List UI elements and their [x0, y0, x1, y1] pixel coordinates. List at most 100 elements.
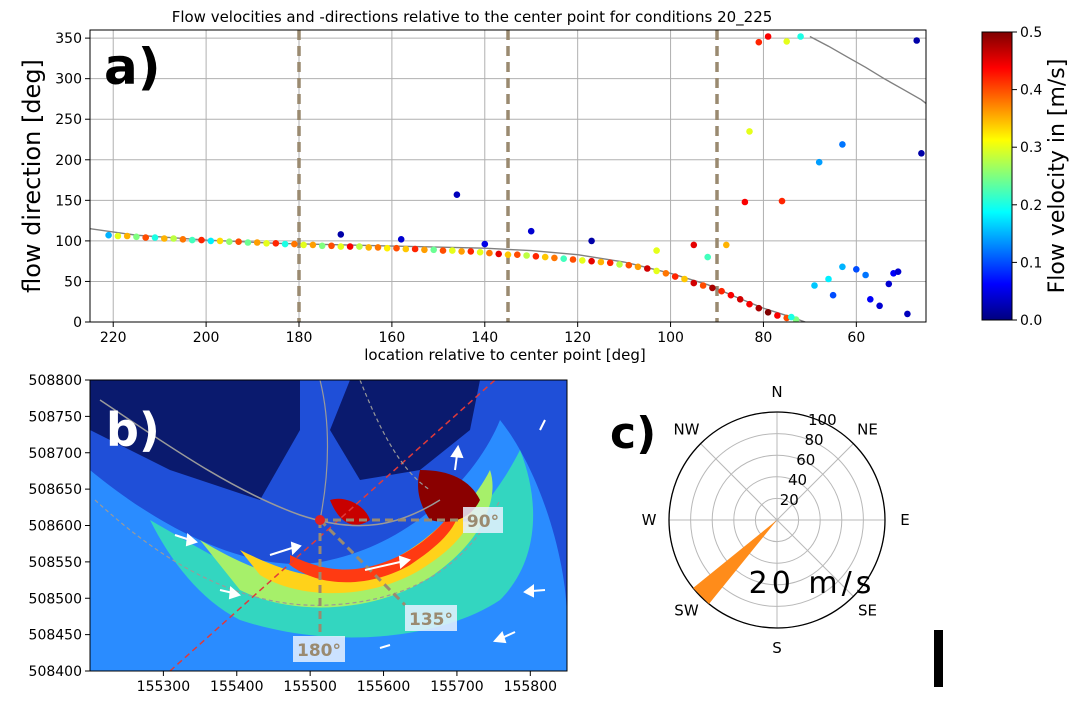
- polar-direction-label: NW: [673, 420, 699, 438]
- map-ray-135: [318, 518, 407, 607]
- data-point: [867, 296, 874, 303]
- x-tick-label: 160: [379, 330, 406, 346]
- data-point: [709, 284, 716, 292]
- data-point: [105, 231, 112, 239]
- y-tick-label: 350: [55, 31, 82, 47]
- data-point: [746, 300, 753, 308]
- y-tick-label: 50: [64, 274, 82, 290]
- annotation-90-box: [463, 507, 503, 533]
- data-point: [755, 304, 763, 312]
- polar-grid: [668, 411, 886, 629]
- data-point: [318, 242, 326, 250]
- map-x-tick-label: 155400: [210, 679, 263, 695]
- colorbar: 0.0 0.1 0.2 0.3 0.4 0.5 Flow velocity in [m/s…: [981, 25, 1070, 329]
- data-point: [402, 245, 410, 253]
- data-point: [597, 258, 605, 266]
- panel-b-label: b): [106, 403, 160, 457]
- map-x-tick-label: 155800: [504, 679, 557, 695]
- data-point: [365, 244, 373, 251]
- map-y-tick-label: 508550: [29, 555, 82, 571]
- map-y-tick-label: 508650: [29, 482, 82, 498]
- data-point: [918, 150, 925, 157]
- data-point: [839, 263, 846, 271]
- map-x-tick-label: 155500: [283, 679, 336, 695]
- data-point: [449, 247, 456, 254]
- data-point: [346, 243, 354, 250]
- y-tick-label: 0: [73, 315, 82, 331]
- map-fastest-region: [290, 500, 461, 583]
- polar-radial-label: 40: [788, 471, 807, 489]
- x-tick-label: 80: [755, 330, 773, 346]
- map-fast-region: [200, 470, 493, 608]
- data-point: [244, 239, 252, 246]
- data-point: [839, 141, 846, 148]
- data-point: [170, 235, 177, 242]
- data-point: [263, 240, 270, 247]
- x-tick-label: 220: [100, 330, 127, 346]
- data-point: [588, 237, 595, 245]
- data-point: [458, 248, 465, 255]
- map-y-tick-label: 508500: [29, 591, 82, 607]
- map-transect-line: [169, 380, 496, 671]
- map-y-tick-label: 508600: [29, 519, 82, 535]
- data-point: [616, 261, 623, 268]
- data-point: [718, 287, 725, 295]
- data-point: [337, 231, 345, 238]
- data-point: [904, 310, 911, 318]
- data-point: [653, 247, 660, 254]
- fit-curve: [90, 228, 806, 322]
- polar-wedge: [693, 520, 777, 604]
- polar-direction-label: SE: [858, 602, 877, 620]
- data-point: [235, 238, 242, 245]
- data-point: [862, 271, 869, 279]
- data-point: [253, 239, 261, 246]
- data-point: [421, 246, 428, 254]
- data-point: [653, 267, 660, 275]
- y-tick-label: 150: [55, 193, 82, 209]
- map-contour-3: [319, 380, 329, 521]
- data-point: [690, 279, 698, 287]
- map-x-tick-label: 155300: [137, 679, 190, 695]
- data-point: [133, 233, 140, 241]
- data-point: [188, 236, 196, 244]
- polar-spoke: [776, 519, 854, 597]
- data-point: [397, 236, 405, 243]
- data-point: [179, 236, 187, 243]
- data-point: [681, 275, 688, 283]
- map-y-tick-label: 508700: [29, 446, 82, 462]
- data-point: [514, 251, 521, 258]
- map-y-tick-label: 508800: [29, 373, 82, 389]
- panel-a: Flow velocities and -directions relative…: [18, 8, 927, 364]
- data-point: [774, 312, 781, 319]
- map-y-tick-label: 508400: [29, 664, 82, 680]
- colorbar-tick-label: 0.3: [1020, 140, 1042, 156]
- data-point: [625, 261, 633, 269]
- data-point: [291, 240, 298, 248]
- annotation-90: 90°: [467, 512, 499, 532]
- data-point: [671, 273, 679, 280]
- annotation-135: 135°: [409, 610, 453, 630]
- data-point: [783, 38, 790, 45]
- data-point: [439, 247, 447, 254]
- data-point: [690, 241, 698, 249]
- map-x-tick-label: 155600: [357, 679, 410, 695]
- map-y-tick-label: 508450: [29, 628, 82, 644]
- data-point: [383, 244, 391, 252]
- data-point: [541, 253, 549, 261]
- data-point: [853, 266, 860, 273]
- data-point: [476, 248, 484, 256]
- x-tick-label: 180: [286, 330, 313, 346]
- panel-a-x-ticks: 220 200 180 160 140 120 100 80 60: [100, 322, 865, 346]
- data-point: [569, 256, 577, 263]
- data-point: [885, 280, 893, 288]
- panel-a-title: Flow velocities and -directions relative…: [172, 8, 773, 27]
- scale-bar: [934, 630, 943, 687]
- map-contour-1: [99, 399, 441, 527]
- data-point: [123, 232, 131, 240]
- data-point: [356, 243, 363, 250]
- map-peak-region-2: [330, 498, 370, 525]
- panel-a-curves: [90, 35, 926, 322]
- data-point: [226, 238, 233, 245]
- map-contour-2: [94, 499, 501, 606]
